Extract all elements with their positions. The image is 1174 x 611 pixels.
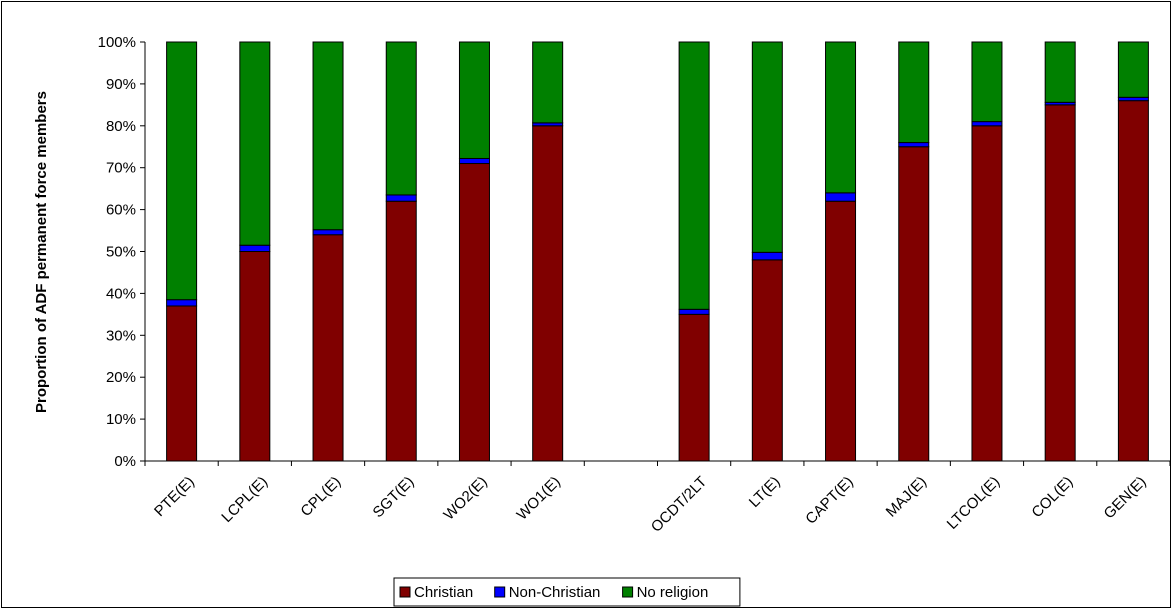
bar-no-religion xyxy=(532,41,564,124)
bar-no-religion xyxy=(678,41,710,310)
x-tick-label: CAPT(E) xyxy=(802,473,856,527)
bar-non-christian xyxy=(1117,96,1149,102)
legend: Christian Non-Christian No religion xyxy=(393,577,741,607)
x-tick-label: WO1(E) xyxy=(514,473,564,523)
bar-non-christian xyxy=(312,229,344,236)
bar-christian xyxy=(898,146,930,462)
legend-swatch xyxy=(622,586,634,598)
bar-non-christian xyxy=(825,192,857,202)
bar-christian xyxy=(825,200,857,462)
x-tick-label: LCPL(E) xyxy=(218,473,271,526)
legend-swatch xyxy=(494,586,506,598)
y-axis-label: Proportion of ADF permanent force member… xyxy=(33,91,50,413)
bar-non-christian xyxy=(971,121,1003,127)
bar-no-religion xyxy=(1044,41,1076,103)
bar-christian xyxy=(385,200,417,462)
plot-area: 0% 10% 20% 30% 40% 50% 60% 70% 80% 90% 100% PTE(E) L… xyxy=(98,34,1171,536)
bar-non-christian xyxy=(166,299,198,307)
bar-christian xyxy=(458,163,490,462)
bar-no-religion xyxy=(312,41,344,231)
y-tick-label: 10% xyxy=(106,411,136,428)
bar-non-christian xyxy=(898,142,930,148)
bar-no-religion xyxy=(971,41,1003,123)
legend-entry: Christian xyxy=(414,584,473,601)
x-tick-label: PTE(E) xyxy=(151,473,198,520)
bar-christian xyxy=(1044,104,1076,462)
bar-non-christian xyxy=(751,251,783,261)
bar-christian xyxy=(532,125,564,462)
bar-no-religion xyxy=(239,41,271,246)
bar-christian xyxy=(971,125,1003,462)
bar-christian xyxy=(239,251,271,462)
y-tick-label: 90% xyxy=(106,76,136,93)
bar-non-christian xyxy=(458,157,490,165)
x-tick-label: MAJ(E) xyxy=(883,473,930,520)
bar-no-religion xyxy=(385,41,417,196)
legend-entry: No religion xyxy=(637,584,709,601)
bar-non-christian xyxy=(385,194,417,202)
bar-no-religion xyxy=(458,41,490,159)
x-tick-label: LT(E) xyxy=(746,473,784,511)
bar-non-christian xyxy=(239,244,271,252)
y-tick-label: 0% xyxy=(114,453,136,470)
y-tick-label: 80% xyxy=(106,118,136,135)
bar-christian xyxy=(678,313,710,462)
y-tick-label: 50% xyxy=(106,244,136,261)
y-tick-label: 30% xyxy=(106,327,136,344)
bar-christian xyxy=(166,305,198,462)
x-tick-label: LTCOL(E) xyxy=(944,473,1004,533)
bar-no-religion xyxy=(166,41,198,301)
y-tick-label: 40% xyxy=(106,285,136,302)
y-tick-label: 70% xyxy=(106,160,136,177)
x-tick-label: SGT(E) xyxy=(370,473,418,521)
y-tick-label: 100% xyxy=(98,34,136,51)
y-tick-label: 60% xyxy=(106,202,136,219)
x-tick-label: CPL(E) xyxy=(297,473,344,520)
bar-no-religion xyxy=(751,41,783,253)
y-tick-label: 20% xyxy=(106,369,136,386)
legend-swatch xyxy=(399,586,411,598)
bar-christian xyxy=(1117,100,1149,462)
x-tick-label: GEN(E) xyxy=(1101,473,1150,522)
legend-box xyxy=(393,577,741,607)
bar-christian xyxy=(751,259,783,462)
bar-non-christian xyxy=(678,308,710,315)
legend-entry: Non-Christian xyxy=(509,584,601,601)
bar-christian xyxy=(312,234,344,462)
x-tick-label: WO2(E) xyxy=(440,473,490,523)
x-tick-label: COL(E) xyxy=(1028,473,1076,521)
bar-no-religion xyxy=(825,41,857,194)
bar-no-religion xyxy=(1117,41,1149,98)
bar-no-religion xyxy=(898,41,930,144)
x-tick-label: OCDT/2LT xyxy=(648,473,711,536)
